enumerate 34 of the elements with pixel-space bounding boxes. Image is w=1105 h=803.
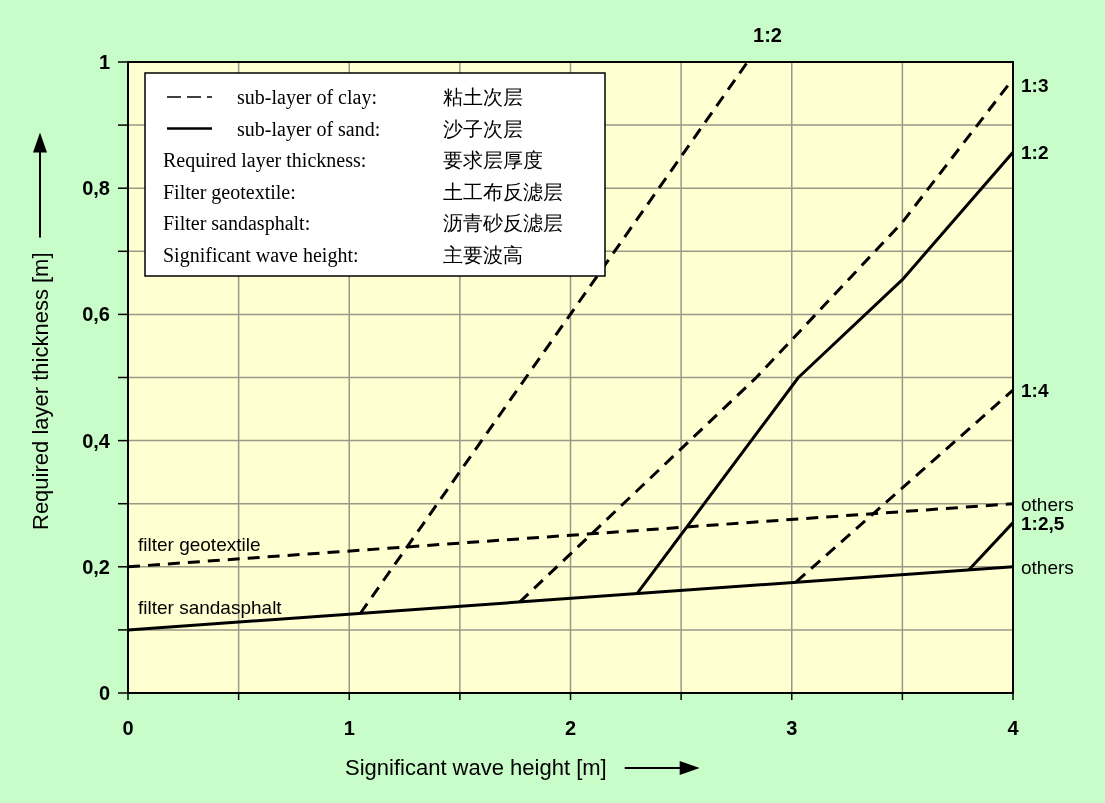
series-label: 1:4 [1021,380,1049,402]
annotation: 主要波高 [443,243,523,266]
y-tick-label: 0,4 [82,429,111,452]
series-label: 1:2 [753,24,782,46]
annotation: sub-layer of sand: [237,117,381,141]
y-tick-label: 0,2 [82,555,110,578]
x-tick-label: 4 [1007,717,1020,739]
y-tick-label: 1 [98,51,110,73]
x-tick-label: 1 [343,717,355,739]
annotation: 粘土次层 [443,86,523,108]
series-label: 1:2 [1021,142,1049,164]
series-label: others [1021,556,1074,578]
annotation: filter geotextile [138,533,261,555]
annotation: Required layer thickness: [163,149,367,172]
series-label: others [1021,493,1074,515]
annotation: filter sandasphalt [138,596,283,618]
annotation: Filter sandasphalt: [163,212,311,235]
series-label: 1:3 [1021,74,1049,96]
x-tick-label: 2 [564,717,577,739]
annotation: 土工布反滤层 [443,180,563,203]
annotation: 沙子次层 [443,117,523,140]
y-tick-label: 0,8 [82,177,110,200]
x-tick-label: 0 [122,717,134,739]
annotation: 要求层厚度 [443,149,543,171]
y-tick-label: 0,6 [82,303,110,326]
annotation: 沥青砂反滤层 [443,212,563,234]
annotation: Significant wave height: [163,243,359,267]
annotation: sub-layer of clay: [237,86,377,109]
x-axis-title: Significant wave height [m] [345,755,607,780]
annotation: Filter geotextile: [163,180,296,204]
y-tick-label: 0 [98,682,110,704]
x-tick-label: 3 [786,717,798,739]
series-label: 1:2,5 [1021,512,1065,534]
y-axis-title: Required layer thickness [m] [28,252,53,530]
